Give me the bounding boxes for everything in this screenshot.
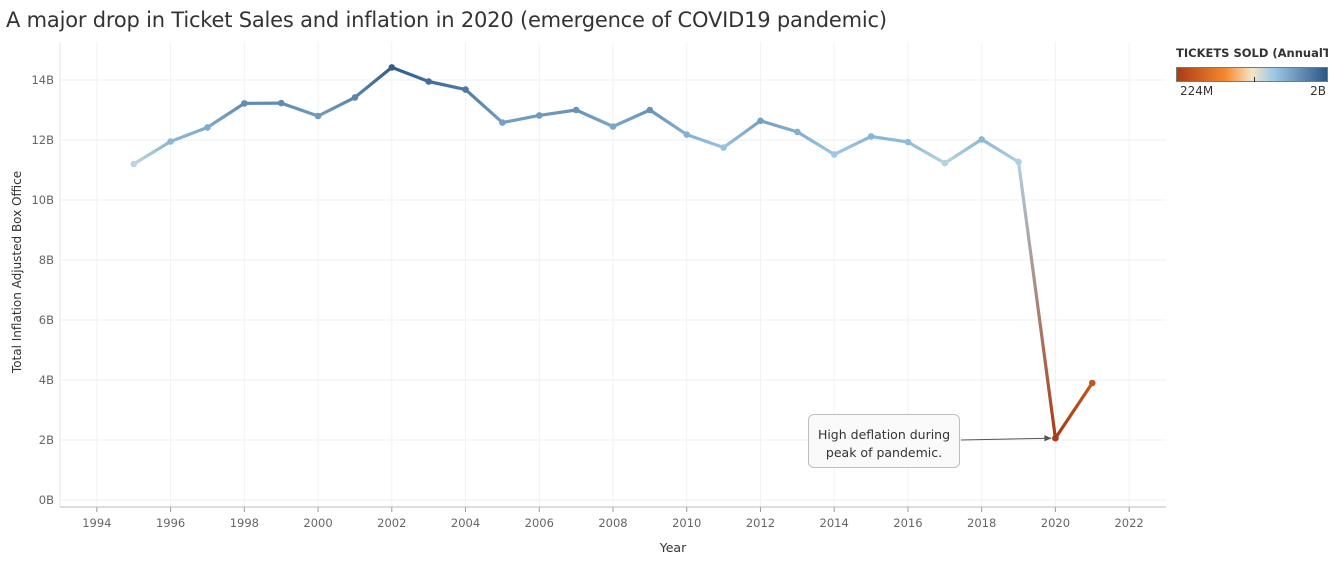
y-tick-label: 12B: [31, 133, 54, 147]
data-point: [904, 138, 912, 146]
x-tick-label: 2022: [1114, 516, 1143, 530]
series-line-segment: [832, 134, 873, 156]
annotation-callout: High deflation during peak of pandemic.: [808, 414, 960, 468]
data-point: [241, 100, 248, 107]
data-point: [978, 136, 985, 143]
series-line-segment: [943, 137, 984, 165]
series-line-segment: [500, 113, 541, 125]
legend-midpoint-tick: [1254, 77, 1255, 82]
series-layer: [130, 64, 1096, 442]
x-tick-label: 1998: [230, 516, 259, 530]
series-line-segment: [132, 139, 173, 166]
data-point: [1088, 379, 1096, 387]
data-point: [1052, 434, 1059, 442]
legend-min-label: 224M: [1180, 84, 1214, 98]
legend-max-label: 2B: [1310, 84, 1326, 98]
axes: 0B 2B 4B 6B 8B 10B 12B 14B 1994 1996 1998 2000 2002 2…: [10, 73, 1166, 555]
x-axis-title: Year: [659, 540, 687, 555]
data-point: [425, 78, 432, 85]
x-tick-label: 2010: [672, 516, 701, 530]
series-line-segment: [906, 140, 947, 165]
y-tick-label: 0B: [39, 493, 54, 507]
series-line-segment: [316, 95, 357, 118]
data-point: [535, 112, 543, 119]
x-tick-label: 2016: [893, 516, 922, 530]
series-line-segment: [427, 79, 468, 92]
data-point: [683, 131, 691, 138]
y-axis-title: Total Inflation Adjusted Box Office: [10, 171, 24, 374]
series-line-segment: [758, 119, 799, 134]
series-line-segment: [574, 108, 615, 129]
chart-title: A major drop in Ticket Sales and inflati…: [6, 8, 887, 32]
y-tick-label: 8B: [39, 253, 54, 267]
gridlines: [59, 42, 1166, 507]
annotation-line-1: High deflation during: [817, 427, 951, 442]
series-line-segment: [537, 108, 578, 118]
series-line-segment: [611, 108, 652, 129]
data-point: [499, 119, 506, 126]
y-tick-label: 14B: [31, 73, 54, 87]
x-tick-label: 2000: [303, 516, 332, 530]
series-line-segment: [390, 65, 431, 84]
series-line-segment: [685, 133, 726, 150]
annotation-layer: [960, 435, 1052, 442]
x-tick-label: 1994: [82, 516, 111, 530]
series-line-segment: [205, 101, 246, 130]
data-point: [830, 151, 838, 158]
x-tick-label: 2004: [451, 516, 480, 530]
series-line-segment: [1016, 160, 1058, 440]
y-tick-label: 6B: [39, 313, 54, 327]
series-line-segment: [795, 130, 836, 156]
series-line-segment: [1053, 381, 1094, 440]
x-tick-label: 1996: [156, 516, 185, 530]
annotation-arrowhead: [1044, 435, 1052, 442]
data-point: [646, 106, 654, 114]
data-point: [794, 128, 801, 136]
data-point: [867, 133, 875, 140]
legend-title: TICKETS SOLD (AnnualTick..: [1176, 46, 1328, 60]
x-tick-label: 2002: [377, 516, 406, 530]
series-line-segment: [721, 119, 763, 150]
data-point: [167, 138, 174, 145]
data-point: [388, 64, 396, 71]
x-tick-label: 2008: [598, 516, 627, 530]
y-tick-label: 2B: [39, 433, 54, 447]
series-line-segment: [353, 65, 394, 100]
x-tick-label: 2006: [525, 516, 554, 530]
series-line-segment: [463, 87, 504, 125]
x-tick-label: 2014: [820, 516, 849, 530]
annotation-arrow-line: [960, 437, 1052, 441]
data-point: [720, 144, 727, 151]
color-legend: TICKETS SOLD (AnnualTick.. 224M 2B: [1176, 46, 1328, 100]
data-point: [351, 94, 359, 101]
y-tick-label: 4B: [39, 373, 54, 387]
annotation-line-2: peak of pandemic.: [825, 445, 943, 460]
data-point: [462, 86, 469, 93]
data-point: [757, 117, 764, 125]
series-line-segment: [279, 101, 320, 118]
x-tick-label: 2012: [746, 516, 775, 530]
x-tick-label: 2020: [1041, 516, 1070, 530]
data-point: [204, 124, 211, 131]
data-point: [609, 123, 617, 130]
legend-color-ramp: [1176, 67, 1328, 82]
data-point: [941, 159, 949, 167]
series-line-segment: [869, 134, 910, 144]
data-point: [314, 112, 322, 120]
series-line-segment: [980, 137, 1021, 164]
series-line-segment: [169, 125, 210, 144]
data-point: [572, 106, 580, 114]
data-point: [130, 160, 138, 168]
x-tick-label: 2018: [967, 516, 996, 530]
data-point: [1015, 158, 1022, 166]
series-line-segment: [648, 108, 689, 137]
data-point: [277, 99, 285, 107]
y-tick-label: 10B: [31, 193, 54, 207]
